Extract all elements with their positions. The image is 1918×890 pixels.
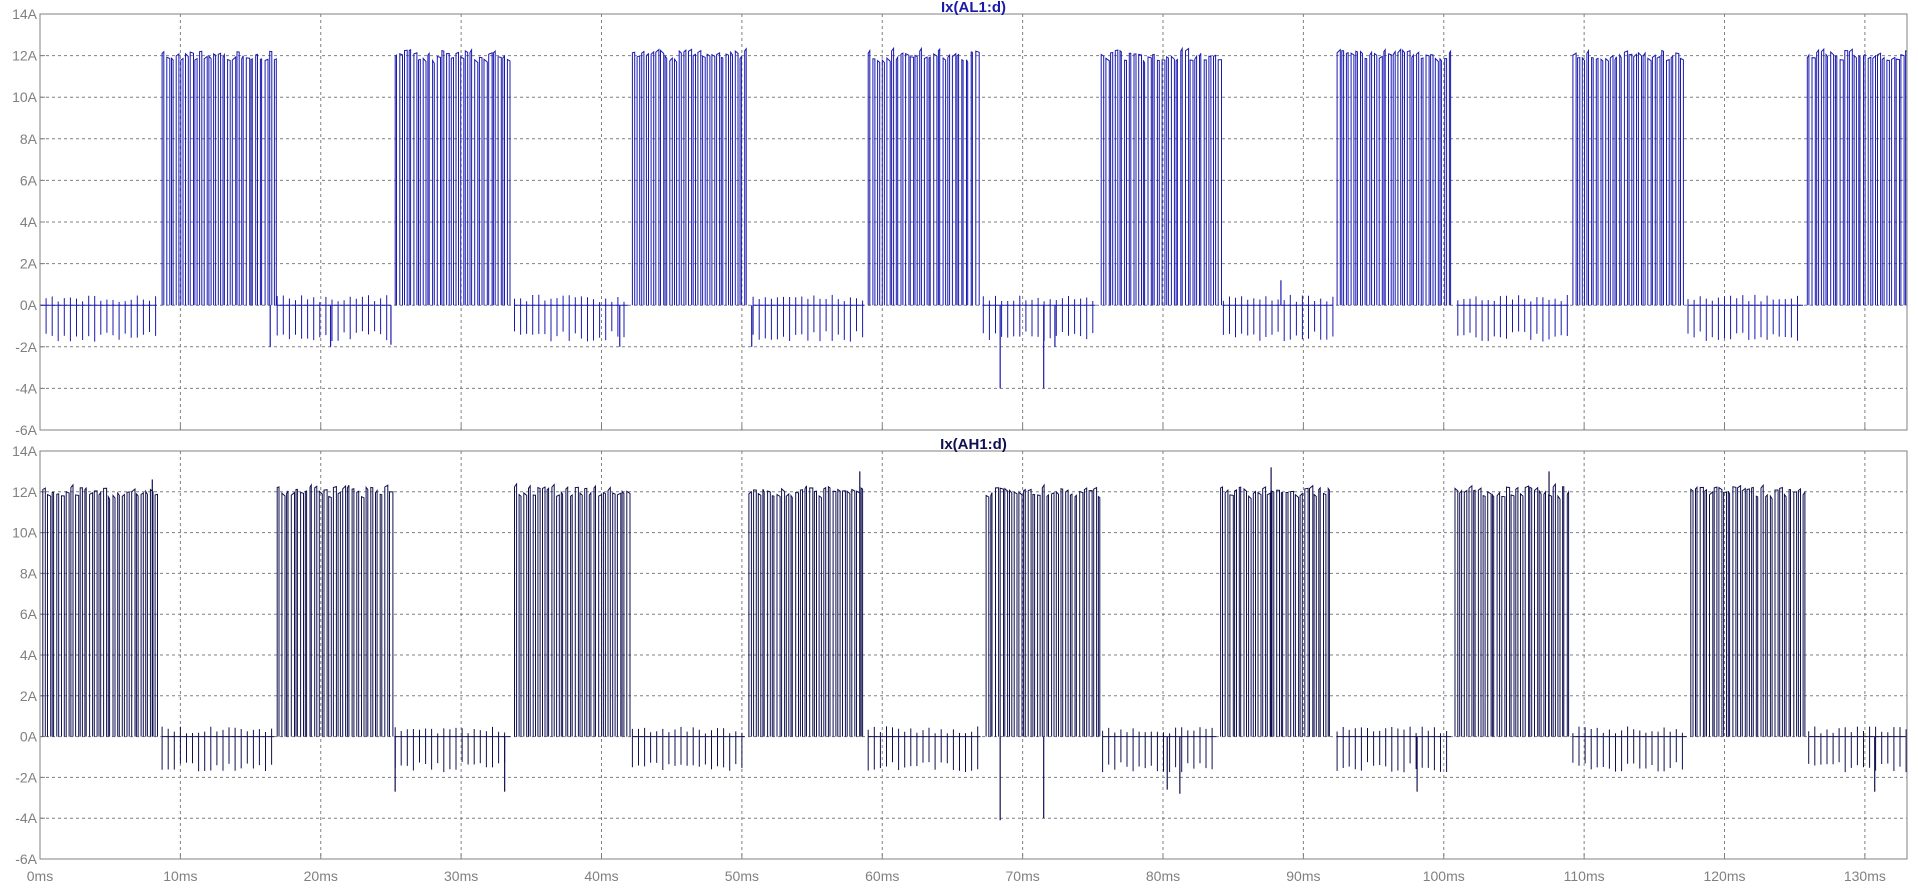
y-tick-label: -4A bbox=[15, 380, 37, 396]
y-tick-label: -6A bbox=[15, 422, 37, 438]
y-tick-label: -6A bbox=[15, 851, 37, 867]
x-tick-label: 120ms bbox=[1703, 868, 1745, 884]
trace-ah1 bbox=[42, 482, 1907, 773]
y-tick-label: 12A bbox=[12, 48, 38, 64]
x-tick-label: 50ms bbox=[725, 868, 759, 884]
y-tick-label: -2A bbox=[15, 769, 37, 785]
x-tick-label: 10ms bbox=[163, 868, 197, 884]
x-tick-label: 110ms bbox=[1564, 868, 1605, 884]
plot-pane-al1: -6A -4A -2A 0A 2A 4A 6A 8A 10A 12A 14A Ix(AL1:d) bbox=[12, 0, 1908, 438]
x-tick-label: 80ms bbox=[1146, 868, 1180, 884]
trace-title[interactable]: Ix(AH1:d) bbox=[940, 436, 1007, 453]
y-tick-label: 6A bbox=[20, 172, 38, 188]
y-tick-label: 8A bbox=[20, 131, 38, 147]
y-tick-label: -2A bbox=[15, 339, 37, 355]
x-tick-label: 90ms bbox=[1286, 868, 1320, 884]
y-tick-label: 8A bbox=[20, 565, 38, 581]
y-tick-label: 2A bbox=[20, 688, 38, 704]
plot-border bbox=[39, 13, 1908, 431]
y-tick-label: 0A bbox=[20, 297, 38, 313]
x-tick-label: 20ms bbox=[304, 868, 338, 884]
x-tick-label: 30ms bbox=[444, 868, 478, 884]
y-tick-label: 0A bbox=[20, 729, 38, 745]
x-tick-label: 40ms bbox=[584, 868, 618, 884]
y-tick-label: 10A bbox=[12, 89, 38, 105]
y-tick-label: 2A bbox=[20, 256, 38, 272]
y-tick-label: 12A bbox=[12, 484, 38, 500]
trace-title[interactable]: Ix(AL1:d) bbox=[941, 0, 1006, 16]
y-tick-label: 4A bbox=[20, 214, 38, 230]
y-tick-label: 10A bbox=[12, 525, 38, 541]
x-tick-label: 70ms bbox=[1006, 868, 1040, 884]
x-tick-label: 0ms bbox=[27, 868, 53, 884]
y-tick-label: 4A bbox=[20, 647, 38, 663]
x-tick-label: 100ms bbox=[1423, 868, 1465, 884]
y-tick-label: 14A bbox=[12, 6, 38, 22]
x-tick-label: 130ms bbox=[1844, 868, 1886, 884]
plot-pane-ah1: -6A -4A -2A 0A 2A 4A 6A 8A 10A 12A 14A 0ms 10ms 20ms 3… bbox=[12, 436, 1908, 884]
y-tick-label: 14A bbox=[12, 443, 38, 459]
y-tick-label: 6A bbox=[20, 606, 38, 622]
trace-al1 bbox=[39, 46, 1908, 342]
plot-border bbox=[39, 450, 1908, 860]
y-tick-label: -4A bbox=[15, 810, 37, 826]
x-tick-label: 60ms bbox=[865, 868, 899, 884]
